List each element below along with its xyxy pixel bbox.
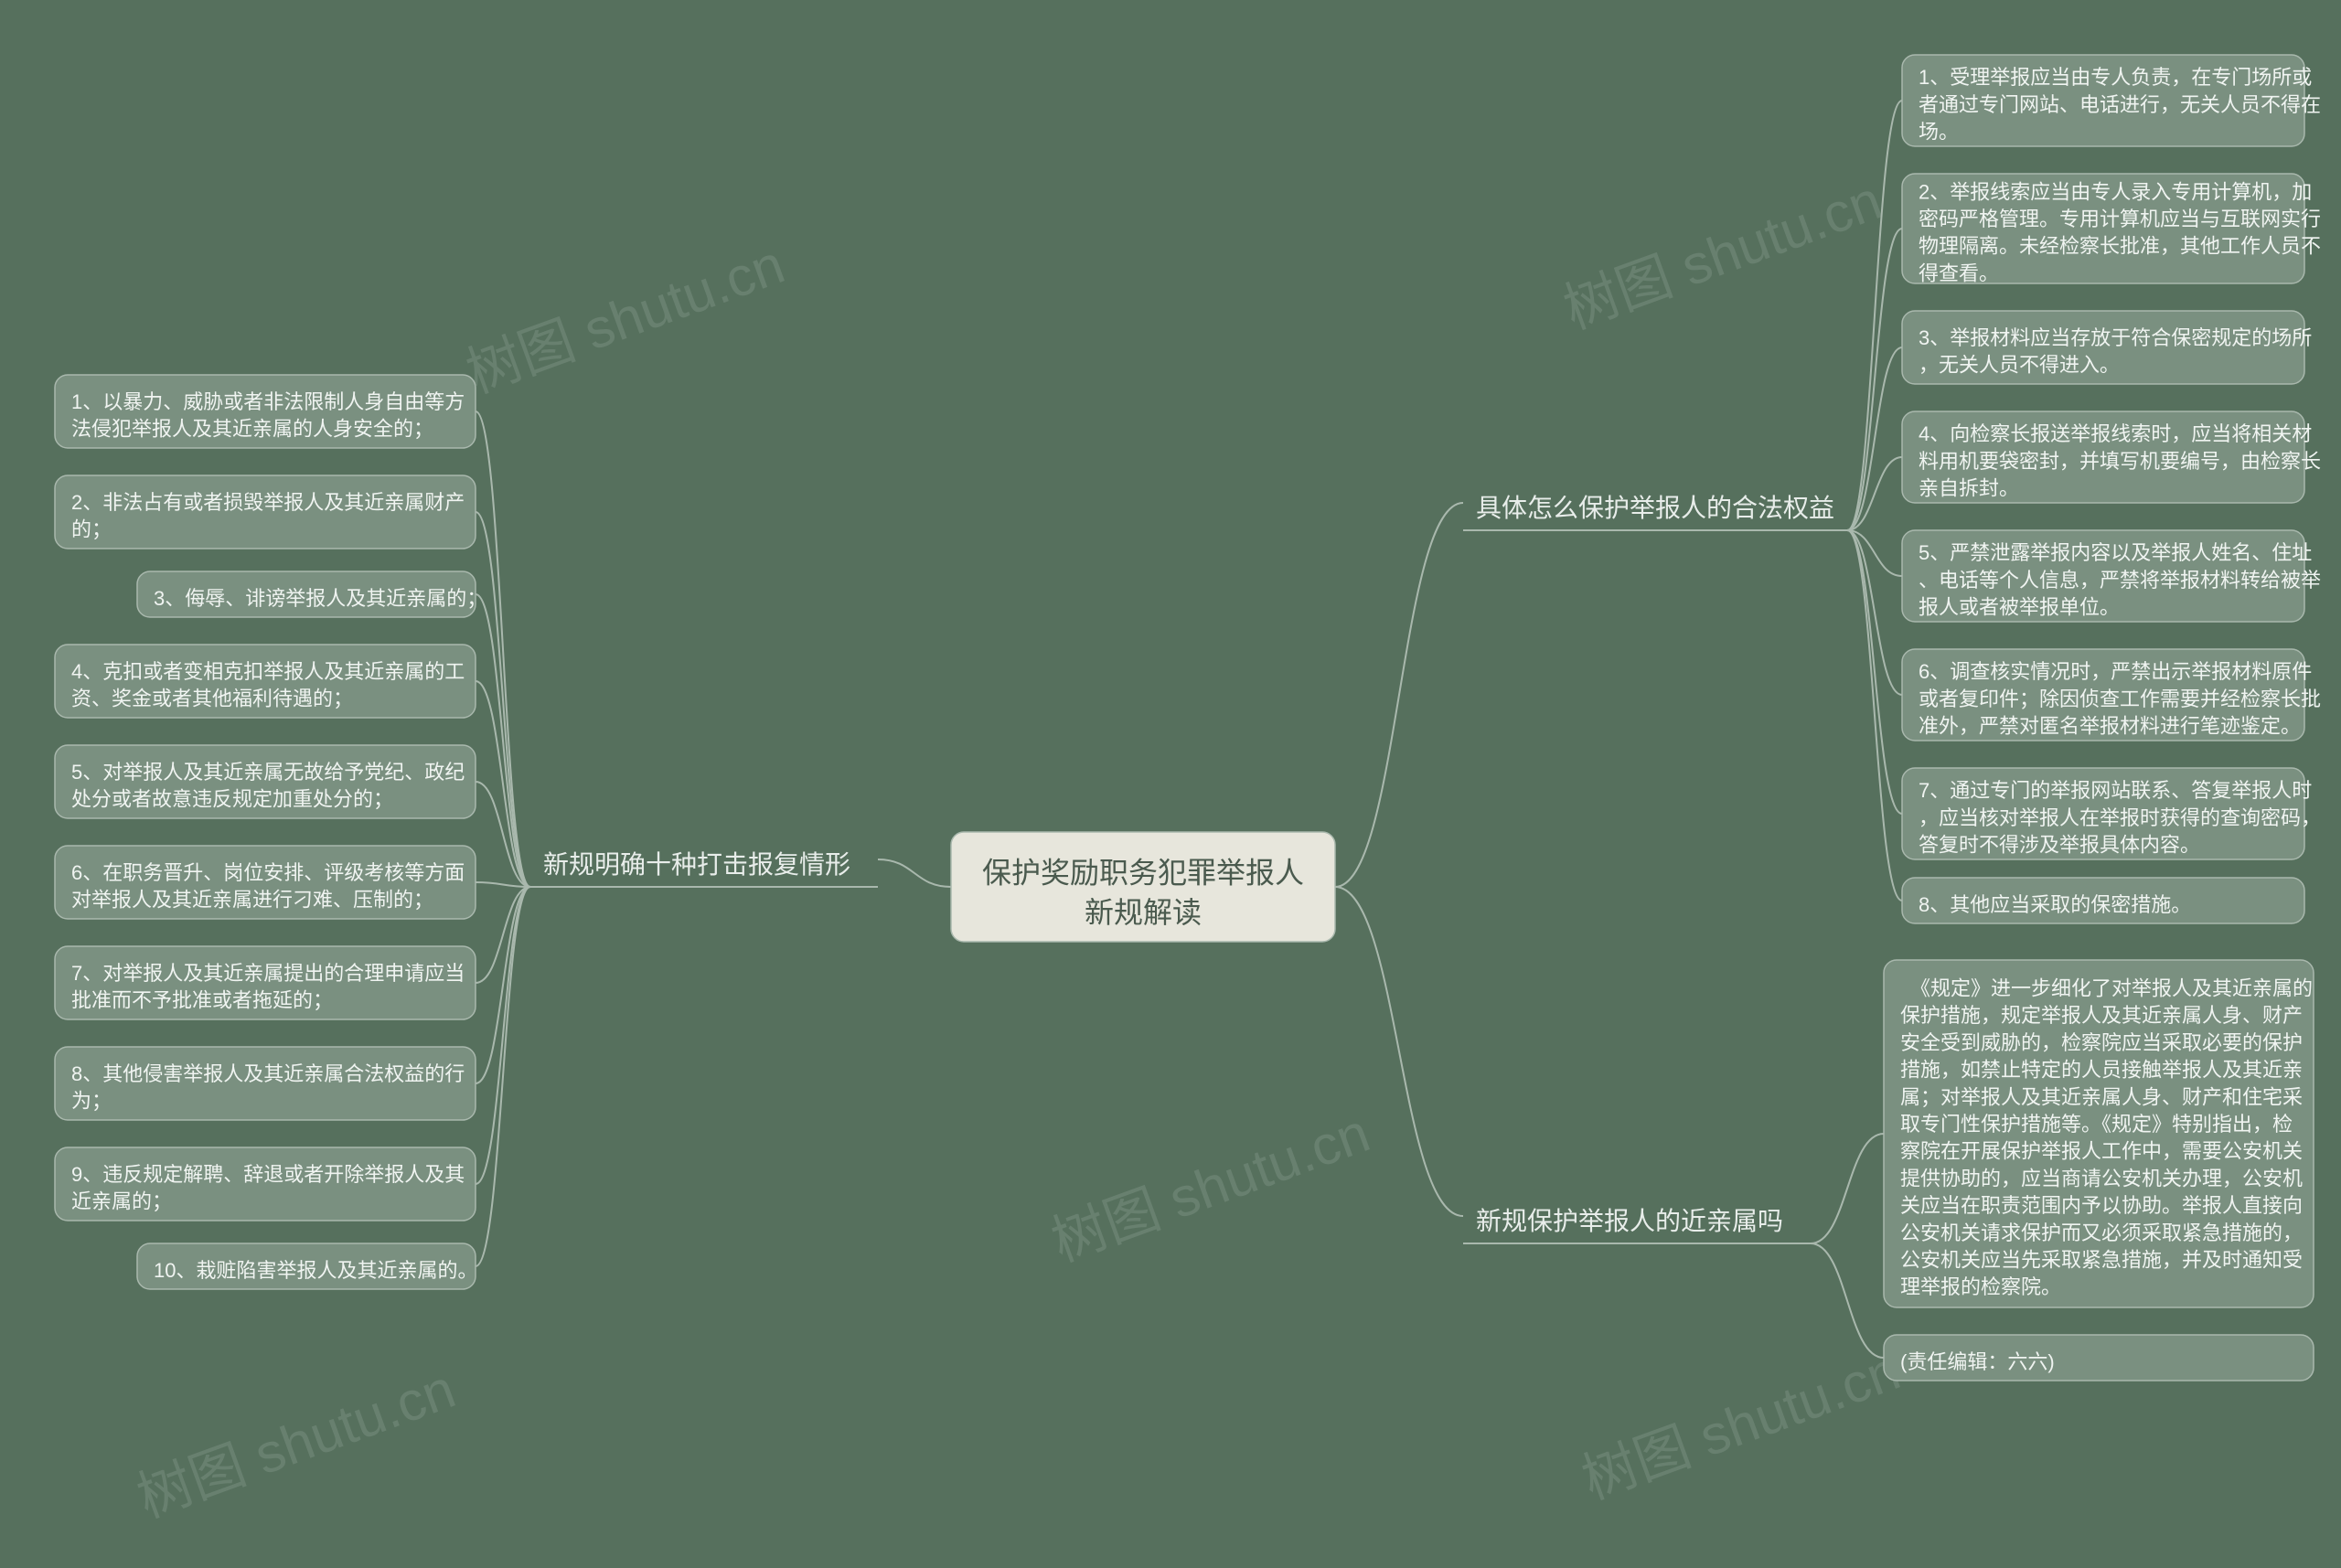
branch-b1-text: 具体怎么保护举报人的合法权益	[1476, 494, 1834, 522]
leaf-b2l1-text: 公安机关应当先采取紧急措施，并及时通知受	[1900, 1249, 2303, 1272]
leaf-b1l2-text: 物理隔离。未经检察长批准，其他工作人员不	[1919, 235, 2321, 258]
leaf-b2l1-text: 公安机关请求保护而又必须采取紧急措施的，	[1900, 1221, 2303, 1244]
leaf-b3l5-text: 5、对举报人及其近亲属无故给予党纪、政纪	[71, 761, 465, 784]
leaf-b3l2-text: 的；	[71, 518, 112, 541]
leaf-b1l1: 1、受理举报应当由专人负责，在专门场所或者通过专门网站、电话进行，无关人员不得在…	[1902, 55, 2321, 146]
leaf-b3l7: 7、对举报人及其近亲属提出的合理申请应当批准而不予批准或者拖延的；	[55, 946, 476, 1019]
leaf-b2l1-text: 察院在开展保护举报人工作中，需要公安机关	[1900, 1140, 2303, 1163]
leaf-b1l8-text: 8、其他应当采取的保密措施。	[1919, 893, 2191, 916]
leaf-b2l2: (责任编辑：六六)	[1884, 1335, 2314, 1381]
mindmap-canvas: 树图 shutu.cn树图 shutu.cn树图 shutu.cn树图 shut…	[0, 0, 2341, 1568]
branch-b2: 新规保护举报人的近亲属吗	[1476, 1207, 1783, 1235]
center-node-text: 新规解读	[1085, 896, 1202, 929]
leaf-b3l10: 10、栽赃陷害举报人及其近亲属的。	[137, 1243, 477, 1289]
leaf-b1l5-text: 5、严禁泄露举报内容以及举报人姓名、住址	[1919, 541, 2312, 564]
branch-b3: 新规明确十种打击报复情形	[543, 850, 850, 879]
leaf-b2l1: 《规定》进一步细化了对举报人及其近亲属的保护措施，规定举报人及其近亲属人身、财产…	[1884, 960, 2314, 1307]
leaf-b1l7-text: ，应当核对举报人在举报时获得的查询密码，	[1919, 806, 2321, 829]
leaf-b1l6-text: 6、调查核实情况时，严禁出示举报材料原件	[1919, 660, 2312, 683]
leaf-b1l2-text: 得查看。	[1919, 261, 1999, 284]
leaf-b1l1-text: 1、受理举报应当由专人负责，在专门场所或	[1919, 66, 2312, 89]
leaf-b3l1: 1、以暴力、威胁或者非法限制人身自由等方法侵犯举报人及其近亲属的人身安全的；	[55, 375, 476, 448]
leaf-b3l1-text: 法侵犯举报人及其近亲属的人身安全的；	[71, 418, 433, 441]
leaf-b3l3-text: 3、侮辱、诽谤举报人及其近亲属的；	[154, 587, 486, 610]
leaf-b1l5: 5、严禁泄露举报内容以及举报人姓名、住址、电话等个人信息，严禁将举报材料转给被举…	[1902, 530, 2321, 622]
leaf-b2l1-text: 属；对举报人及其近亲属人身、财产和住宅采	[1900, 1085, 2303, 1108]
leaf-b3l9: 9、违反规定解聘、辞退或者开除举报人及其近亲属的；	[55, 1147, 476, 1221]
leaf-b3l4-text: 资、奖金或者其他福利待遇的；	[71, 688, 353, 710]
leaf-b1l5-text: 报人或者被举报单位。	[1919, 596, 2120, 619]
leaf-b1l4-text: 4、向检察长报送举报线索时，应当将相关材	[1919, 422, 2312, 445]
branch-b1: 具体怎么保护举报人的合法权益	[1476, 494, 1834, 522]
leaf-b2l1-text: 《规定》进一步细化了对举报人及其近亲属的	[1900, 977, 2313, 1000]
branch-b2-text: 新规保护举报人的近亲属吗	[1476, 1207, 1783, 1235]
leaf-b2l1-text: 关应当在职责范围内予以协助。举报人直接向	[1900, 1194, 2303, 1217]
leaf-b3l7-text: 批准而不予批准或者拖延的；	[71, 989, 333, 1012]
leaf-b2l1-text: 措施，如禁止特定的人员接触举报人及其近亲	[1900, 1059, 2303, 1082]
leaf-b1l5-text: 、电话等个人信息，严禁将举报材料转给被举	[1919, 569, 2321, 592]
center-node: 保护奖励职务犯罪举报人新规解读	[951, 832, 1335, 942]
leaf-b1l2-text: 密码严格管理。专用计算机应当与互联网实行	[1919, 208, 2321, 230]
leaf-b1l3-text: 3、举报材料应当存放于符合保密规定的场所	[1919, 326, 2312, 349]
leaf-b1l3-text: ，无关人员不得进入。	[1919, 354, 2120, 377]
leaf-b1l6: 6、调查核实情况时，严禁出示举报材料原件或者复印件；除因侦查工作需要并经检察长批…	[1902, 649, 2321, 741]
leaf-b1l6-text: 准外，严禁对匿名举报材料进行笔迹鉴定。	[1919, 715, 2301, 738]
leaf-b1l1-text: 场。	[1919, 121, 1959, 144]
leaf-b3l6: 6、在职务晋升、岗位安排、评级考核等方面对举报人及其近亲属进行刁难、压制的；	[55, 846, 476, 919]
leaf-b1l7-text: 答复时不得涉及举报具体内容。	[1919, 834, 2200, 857]
leaf-b3l9-text: 9、违反规定解聘、辞退或者开除举报人及其	[71, 1163, 465, 1186]
leaf-b1l1-text: 者通过专门网站、电话进行，无关人员不得在	[1919, 93, 2321, 116]
leaf-b3l6-text: 6、在职务晋升、岗位安排、评级考核等方面	[71, 861, 465, 884]
leaf-b1l7: 7、通过专门的举报网站联系、答复举报人时 ，应当核对举报人在举报时获得的查询密码，…	[1902, 768, 2321, 859]
leaf-b1l4-text: 料用机要袋密封，并填写机要编号，由检察长	[1919, 450, 2321, 473]
leaf-b1l7-text: 7、通过专门的举报网站联系、答复举报人时	[1919, 779, 2312, 802]
leaf-b3l8-text: 为；	[71, 1090, 112, 1113]
leaf-b2l1-text: 理举报的检察院。	[1900, 1275, 2061, 1298]
leaf-b2l1-text: 保护措施，规定举报人及其近亲属人身、财产	[1900, 1004, 2303, 1027]
leaf-b2l2-text: (责任编辑：六六)	[1900, 1350, 2055, 1373]
leaf-b2l1-text: 安全受到威胁的，检察院应当采取必要的保护	[1900, 1031, 2303, 1054]
leaf-b3l9-text: 近亲属的；	[71, 1190, 172, 1213]
leaf-b3l8-text: 8、其他侵害举报人及其近亲属合法权益的行	[71, 1062, 465, 1085]
leaf-b2l1-text: 取专门性保护措施等。《规定》特别指出，检	[1900, 1113, 2293, 1136]
leaf-b3l2: 2、非法占有或者损毁举报人及其近亲属财产的；	[55, 475, 476, 549]
leaf-b1l4: 4、向检察长报送举报线索时，应当将相关材料用机要袋密封，并填写机要编号，由检察长…	[1902, 411, 2321, 503]
branch-b3-text: 新规明确十种打击报复情形	[543, 850, 850, 879]
leaf-b3l7-text: 7、对举报人及其近亲属提出的合理申请应当	[71, 962, 465, 985]
leaf-b2l1-text: 提供协助的，应当商请公安机关办理，公安机	[1900, 1167, 2303, 1189]
leaf-b3l6-text: 对举报人及其近亲属进行刁难、压制的；	[71, 889, 433, 912]
leaf-b1l6-text: 或者复印件；除因侦查工作需要并经检察长批	[1919, 688, 2321, 710]
leaf-b3l5: 5、对举报人及其近亲属无故给予党纪、政纪处分或者故意违反规定加重处分的；	[55, 745, 476, 818]
leaf-b3l4: 4、克扣或者变相克扣举报人及其近亲属的工资、奖金或者其他福利待遇的；	[55, 645, 476, 718]
leaf-b3l1-text: 1、以暴力、威胁或者非法限制人身自由等方	[71, 390, 465, 413]
center-node-text: 保护奖励职务犯罪举报人	[982, 857, 1304, 890]
leaf-b3l8: 8、其他侵害举报人及其近亲属合法权益的行为；	[55, 1047, 476, 1120]
leaf-b1l4-text: 亲自拆封。	[1919, 477, 2019, 500]
leaf-b3l4-text: 4、克扣或者变相克扣举报人及其近亲属的工	[71, 660, 465, 683]
leaf-b3l10-text: 10、栽赃陷害举报人及其近亲属的。	[154, 1259, 477, 1282]
leaf-b1l8: 8、其他应当采取的保密措施。	[1902, 878, 2304, 923]
leaf-b1l3: 3、举报材料应当存放于符合保密规定的场所 ，无关人员不得进入。	[1902, 311, 2312, 384]
leaf-b1l2-text: 2、举报线索应当由专人录入专用计算机，加	[1919, 180, 2312, 203]
leaf-b3l3: 3、侮辱、诽谤举报人及其近亲属的；	[137, 571, 486, 617]
leaf-b1l2: 2、举报线索应当由专人录入专用计算机，加密码严格管理。专用计算机应当与互联网实行…	[1902, 174, 2321, 284]
leaf-b3l5-text: 处分或者故意违反规定加重处分的；	[71, 788, 393, 811]
leaf-b3l2-text: 2、非法占有或者损毁举报人及其近亲属财产	[71, 491, 465, 514]
